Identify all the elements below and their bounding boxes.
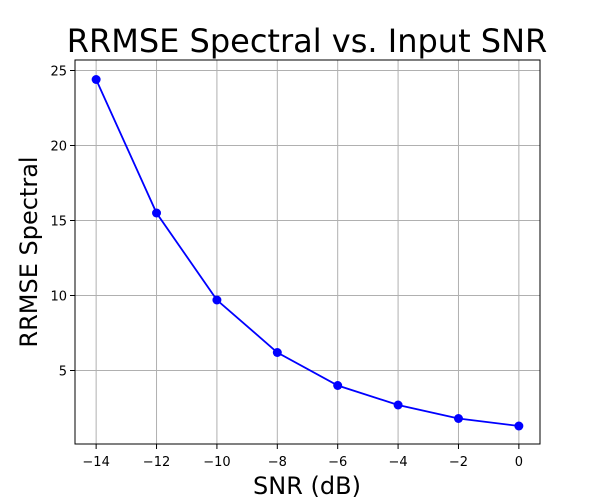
data-point [152,208,162,218]
chart-title: RRMSE Spectral vs. Input SNR [67,22,548,60]
x-axis: −14 −12 −10 −8 −6 −4 −2 0 [82,444,523,470]
y-tick-label: 10 [50,290,67,305]
data-point [393,400,403,410]
data-point [514,421,524,431]
series-line [95,79,519,427]
data-point [212,295,222,305]
x-tick-label: −14 [82,455,109,470]
x-tick-label: −12 [143,455,170,470]
data-point [453,414,463,423]
y-axis: 5 10 15 20 25 [50,65,75,380]
data-point [91,75,101,84]
series-layer [91,75,524,431]
x-tick-label: −10 [203,455,230,470]
x-tick-label: −2 [449,455,468,470]
y-axis-label: RRMSE Spectral [15,156,43,347]
y-tick-label: 5 [59,365,67,380]
y-tick-label: 25 [50,65,67,80]
plot-area [74,59,541,445]
y-tick-label: 20 [50,140,67,155]
x-axis-label: SNR (dB) [253,472,361,500]
y-tick-label: 15 [50,215,67,230]
grid [75,60,540,444]
x-tick-label: −8 [268,455,287,470]
data-point [333,381,343,390]
data-point [272,348,282,357]
x-tick-label: −6 [328,455,347,470]
x-tick-label: 0 [515,455,523,470]
plot-frame [74,59,541,445]
x-tick-label: −4 [388,455,407,470]
